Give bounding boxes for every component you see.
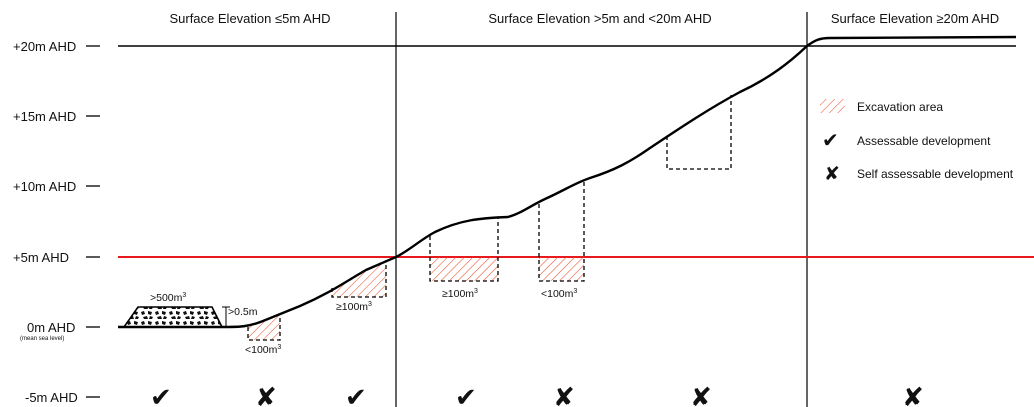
excavation-area-1 [248,314,280,340]
tick-label-15m: +15m AHD [13,109,76,124]
excavation-outline-1 [247,314,281,341]
zone-title-high: Surface Elevation ≥20m AHD [831,11,999,26]
cross-icon: ✘ [553,382,575,407]
cross-icon: ✘ [902,382,924,407]
tick-label-10m: +10m AHD [13,179,76,194]
excavation-outline-4 [538,182,585,282]
fill-volume-label: >500m3 [150,292,186,304]
legend: Excavation area ✔ Assessable development… [820,99,1014,185]
excavation-area-4 [539,257,584,281]
check-icon: ✔ [150,382,172,407]
tick-label-0m: 0m AHD [27,320,75,335]
excavation-label-2: ≥100m3 [336,301,372,313]
excavation-outline-5 [666,95,732,170]
cross-icon: ✘ [824,164,840,185]
cross-icon: ✘ [255,382,277,407]
fill-height-label: >0.5m [228,306,258,318]
excavation-area-2 [332,260,386,297]
tick-sublabel-0m: (mean sea level) [20,336,64,342]
excavation-label-3: ≥100m3 [442,288,478,300]
legend-label-self-assessable: Self assessable development [857,167,1014,181]
legend-label-assessable: Assessable development [857,134,991,148]
check-icon: ✔ [822,130,839,152]
ground-surface-line [118,35,1017,329]
elevation-axis: +20m AHD +15m AHD +10m AHD +5m AHD 0m AH… [13,39,100,405]
tick-label-20m: +20m AHD [13,39,76,54]
zone-title-mid: Surface Elevation >5m and <20m AHD [488,11,711,26]
fill-mound [122,306,224,328]
cross-icon: ✘ [690,382,712,407]
zone-title-low: Surface Elevation ≤5m AHD [169,11,330,26]
tick-label-minus5m: -5m AHD [25,390,78,405]
hatch-swatch-icon [820,99,845,113]
check-icon: ✔ [345,382,367,407]
excavation-outline-3 [429,218,499,282]
excavation-label-4: <100m3 [541,288,577,300]
legend-label-excavation: Excavation area [857,100,943,114]
assessment-marks: ✔ ✘ ✔ ✔ ✘ ✘ ✘ [150,382,924,407]
tick-label-5m: +5m AHD [13,250,69,265]
excavation-label-1: <100m3 [245,344,281,356]
excavation-outline-2 [331,260,387,298]
excavation-area-3 [430,257,498,281]
check-icon: ✔ [455,382,477,407]
